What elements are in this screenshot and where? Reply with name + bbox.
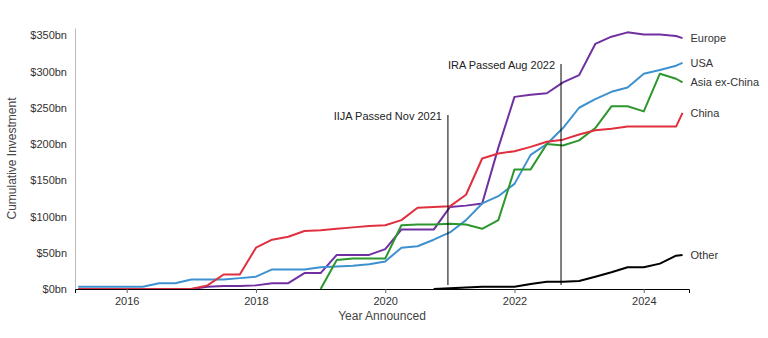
x-tick: 2022	[503, 289, 527, 307]
y-tick-label: $0bn	[43, 283, 67, 295]
x-tick-mark	[385, 289, 386, 293]
lines	[78, 32, 682, 289]
y-tick: $300bn	[30, 66, 75, 78]
x-tick-mark	[256, 289, 257, 293]
series-line	[78, 63, 682, 287]
series-line	[321, 74, 683, 289]
x-tick-label: 2020	[373, 295, 397, 307]
series-line	[78, 32, 682, 289]
x-tick-label: 2018	[244, 295, 268, 307]
y-tick: $0bn	[43, 283, 75, 295]
y-tick-label: $300bn	[30, 66, 67, 78]
series-line	[78, 113, 682, 289]
series-line	[434, 255, 683, 289]
annotation-label: IRA Passed Aug 2022	[448, 59, 555, 71]
annotation-line	[447, 115, 448, 285]
y-tick: $350bn	[30, 29, 75, 41]
annotation-label: IIJA Passed Nov 2021	[334, 110, 442, 122]
x-tick-mark	[514, 289, 515, 293]
y-tick-label: $200bn	[30, 138, 67, 150]
series-label: Asia ex-China	[691, 76, 760, 88]
y-tick-label: $100bn	[30, 211, 67, 223]
x-tick-label: 2016	[115, 295, 139, 307]
series-labels: Europe USA Asia ex-China China Other	[691, 32, 760, 261]
annotations: IIJA Passed Nov 2021 IRA Passed Aug 2022	[334, 59, 561, 285]
x-axis-title: Year Announced	[338, 309, 426, 323]
x-tick: 2024	[632, 289, 656, 307]
y-axis: $0bn $50bn $100bn $150bn $200bn $250bn $300bn $…	[30, 29, 75, 296]
annotation-line	[561, 64, 562, 285]
y-tick: $100bn	[30, 211, 75, 223]
series-label: USA	[691, 57, 714, 69]
x-tick-mark	[644, 289, 645, 293]
y-axis-title: Cumulative Investment	[5, 97, 19, 220]
x-tick-mark	[127, 289, 128, 293]
series-label: Other	[691, 249, 719, 261]
y-tick-label: $350bn	[30, 29, 67, 41]
y-tick-label: $50bn	[36, 247, 67, 259]
series-label: Europe	[691, 32, 726, 44]
x-tick: 2018	[244, 289, 268, 307]
x-axis: 2016 2018 2020 2022 2024	[76, 289, 690, 307]
x-tick: 2016	[115, 289, 139, 307]
x-tick-label: 2024	[632, 295, 656, 307]
y-tick-label: $150bn	[30, 174, 67, 186]
y-tick: $200bn	[30, 138, 75, 150]
y-axis-line	[75, 29, 76, 290]
chart: $0bn $50bn $100bn $150bn $200bn $250bn $300bn $…	[0, 0, 768, 338]
y-tick: $150bn	[30, 174, 75, 186]
series-label: China	[691, 107, 721, 119]
y-tick-label: $250bn	[30, 102, 67, 114]
y-tick: $50bn	[36, 247, 75, 259]
y-tick: $250bn	[30, 102, 75, 114]
x-axis-line	[76, 290, 690, 294]
x-tick-label: 2022	[503, 295, 527, 307]
x-tick: 2020	[373, 289, 397, 307]
